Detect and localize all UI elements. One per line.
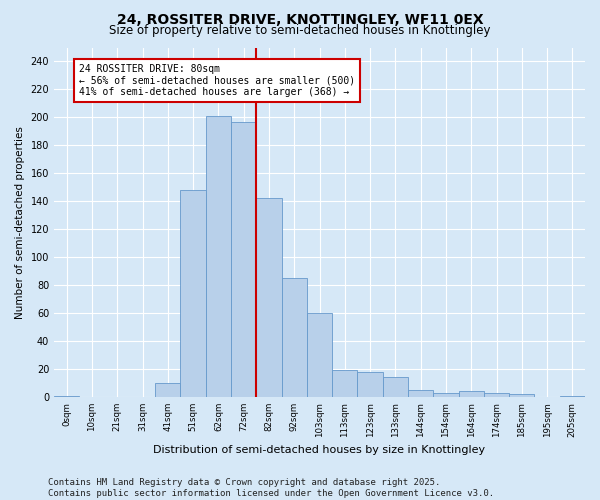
Bar <box>206 116 231 397</box>
Bar <box>281 278 307 397</box>
Bar <box>458 392 484 397</box>
Bar <box>433 392 458 397</box>
Bar <box>358 372 383 397</box>
Bar <box>181 190 206 397</box>
Text: Contains HM Land Registry data © Crown copyright and database right 2025.
Contai: Contains HM Land Registry data © Crown c… <box>48 478 494 498</box>
Bar <box>54 396 79 397</box>
Bar <box>509 394 535 397</box>
Text: 24 ROSSITER DRIVE: 80sqm
← 56% of semi-detached houses are smaller (500)
41% of : 24 ROSSITER DRIVE: 80sqm ← 56% of semi-d… <box>79 64 355 98</box>
X-axis label: Distribution of semi-detached houses by size in Knottingley: Distribution of semi-detached houses by … <box>154 445 485 455</box>
Bar <box>307 313 332 397</box>
Bar <box>231 122 256 397</box>
Text: 24, ROSSITER DRIVE, KNOTTINGLEY, WF11 0EX: 24, ROSSITER DRIVE, KNOTTINGLEY, WF11 0E… <box>116 12 484 26</box>
Text: Size of property relative to semi-detached houses in Knottingley: Size of property relative to semi-detach… <box>109 24 491 37</box>
Bar <box>560 396 585 397</box>
Bar <box>383 378 408 397</box>
Bar <box>332 370 358 397</box>
Bar <box>408 390 433 397</box>
Bar <box>256 198 281 397</box>
Bar <box>155 383 181 397</box>
Y-axis label: Number of semi-detached properties: Number of semi-detached properties <box>15 126 25 318</box>
Bar <box>484 392 509 397</box>
